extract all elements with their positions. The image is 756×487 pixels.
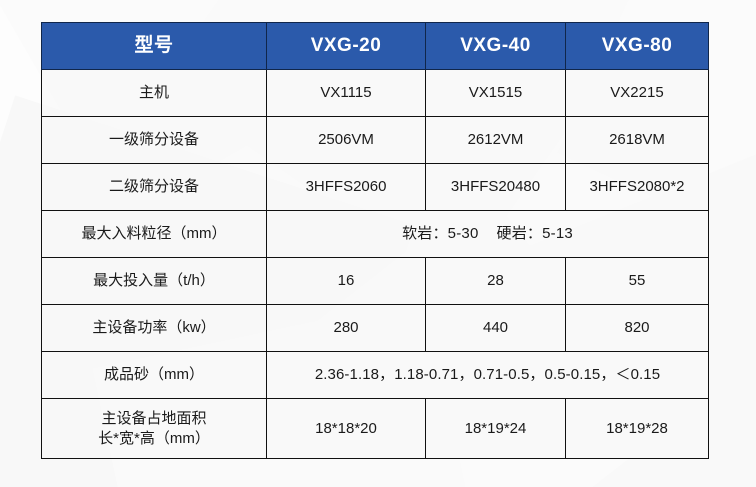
row-label: 最大投入量（t/h） bbox=[41, 257, 267, 305]
row-value: 16 bbox=[266, 257, 426, 305]
feed-size-hard-rock: 硬岩：5-13 bbox=[496, 225, 573, 243]
feed-size-soft-rock: 软岩：5-30 bbox=[402, 225, 479, 243]
table-row: 主设备功率（kw） 280 440 820 bbox=[41, 304, 709, 352]
row-value: 3HFFS20480 bbox=[425, 163, 566, 211]
row-value: 18*19*28 bbox=[565, 398, 709, 459]
header-cell-vxg-40: VXG-40 bbox=[425, 22, 566, 70]
row-value: VX1515 bbox=[425, 69, 566, 117]
row-value: 28 bbox=[425, 257, 566, 305]
table-row: 最大投入量（t/h） 16 28 55 bbox=[41, 257, 709, 305]
specification-table: 型号 VXG-20 VXG-40 VXG-80 主机 VX1115 VX1515… bbox=[41, 22, 709, 459]
row-label-line2: 长*宽*高（mm） bbox=[98, 429, 210, 447]
table-header-row: 型号 VXG-20 VXG-40 VXG-80 bbox=[41, 22, 709, 70]
table-row: 主机 VX1115 VX1515 VX2215 bbox=[41, 69, 709, 117]
row-label-line1: 主设备占地面积 bbox=[101, 410, 207, 427]
row-value: 18*19*24 bbox=[425, 398, 566, 459]
row-value: VX2215 bbox=[565, 69, 709, 117]
table-row: 最大入料粒径（mm） 软岩：5-30 硬岩：5-13 bbox=[41, 210, 709, 258]
row-value: 2612VM bbox=[425, 116, 566, 164]
row-value: 280 bbox=[266, 304, 426, 352]
row-label: 成品砂（mm） bbox=[41, 351, 267, 399]
row-label: 主设备功率（kw） bbox=[41, 304, 267, 352]
header-cell-model: 型号 bbox=[41, 22, 267, 70]
row-value: 3HFFS2060 bbox=[266, 163, 426, 211]
table-row: 二级筛分设备 3HFFS2060 3HFFS20480 3HFFS2080*2 bbox=[41, 163, 709, 211]
row-label: 最大入料粒径（mm） bbox=[41, 210, 267, 258]
row-value: 440 bbox=[425, 304, 566, 352]
row-label: 主设备占地面积 长*宽*高（mm） bbox=[41, 398, 267, 459]
header-cell-vxg-80: VXG-80 bbox=[565, 22, 709, 70]
table-row: 一级筛分设备 2506VM 2612VM 2618VM bbox=[41, 116, 709, 164]
row-value-merged: 软岩：5-30 硬岩：5-13 bbox=[266, 210, 709, 258]
header-cell-vxg-20: VXG-20 bbox=[266, 22, 426, 70]
table-row: 成品砂（mm） 2.36-1.18，1.18-0.71，0.71-0.5，0.5… bbox=[41, 351, 709, 399]
row-value: 3HFFS2080*2 bbox=[565, 163, 709, 211]
row-value: 55 bbox=[565, 257, 709, 305]
table-row: 主设备占地面积 长*宽*高（mm） 18*18*20 18*19*24 18*19… bbox=[41, 398, 709, 459]
row-value: 18*18*20 bbox=[266, 398, 426, 459]
row-value: 820 bbox=[565, 304, 709, 352]
row-label: 二级筛分设备 bbox=[41, 163, 267, 211]
row-label: 主机 bbox=[41, 69, 267, 117]
row-value: VX1115 bbox=[266, 69, 426, 117]
row-label: 一级筛分设备 bbox=[41, 116, 267, 164]
row-value: 2618VM bbox=[565, 116, 709, 164]
row-value: 2506VM bbox=[266, 116, 426, 164]
row-value-merged: 2.36-1.18，1.18-0.71，0.71-0.5，0.5-0.15，＜0… bbox=[266, 351, 709, 399]
